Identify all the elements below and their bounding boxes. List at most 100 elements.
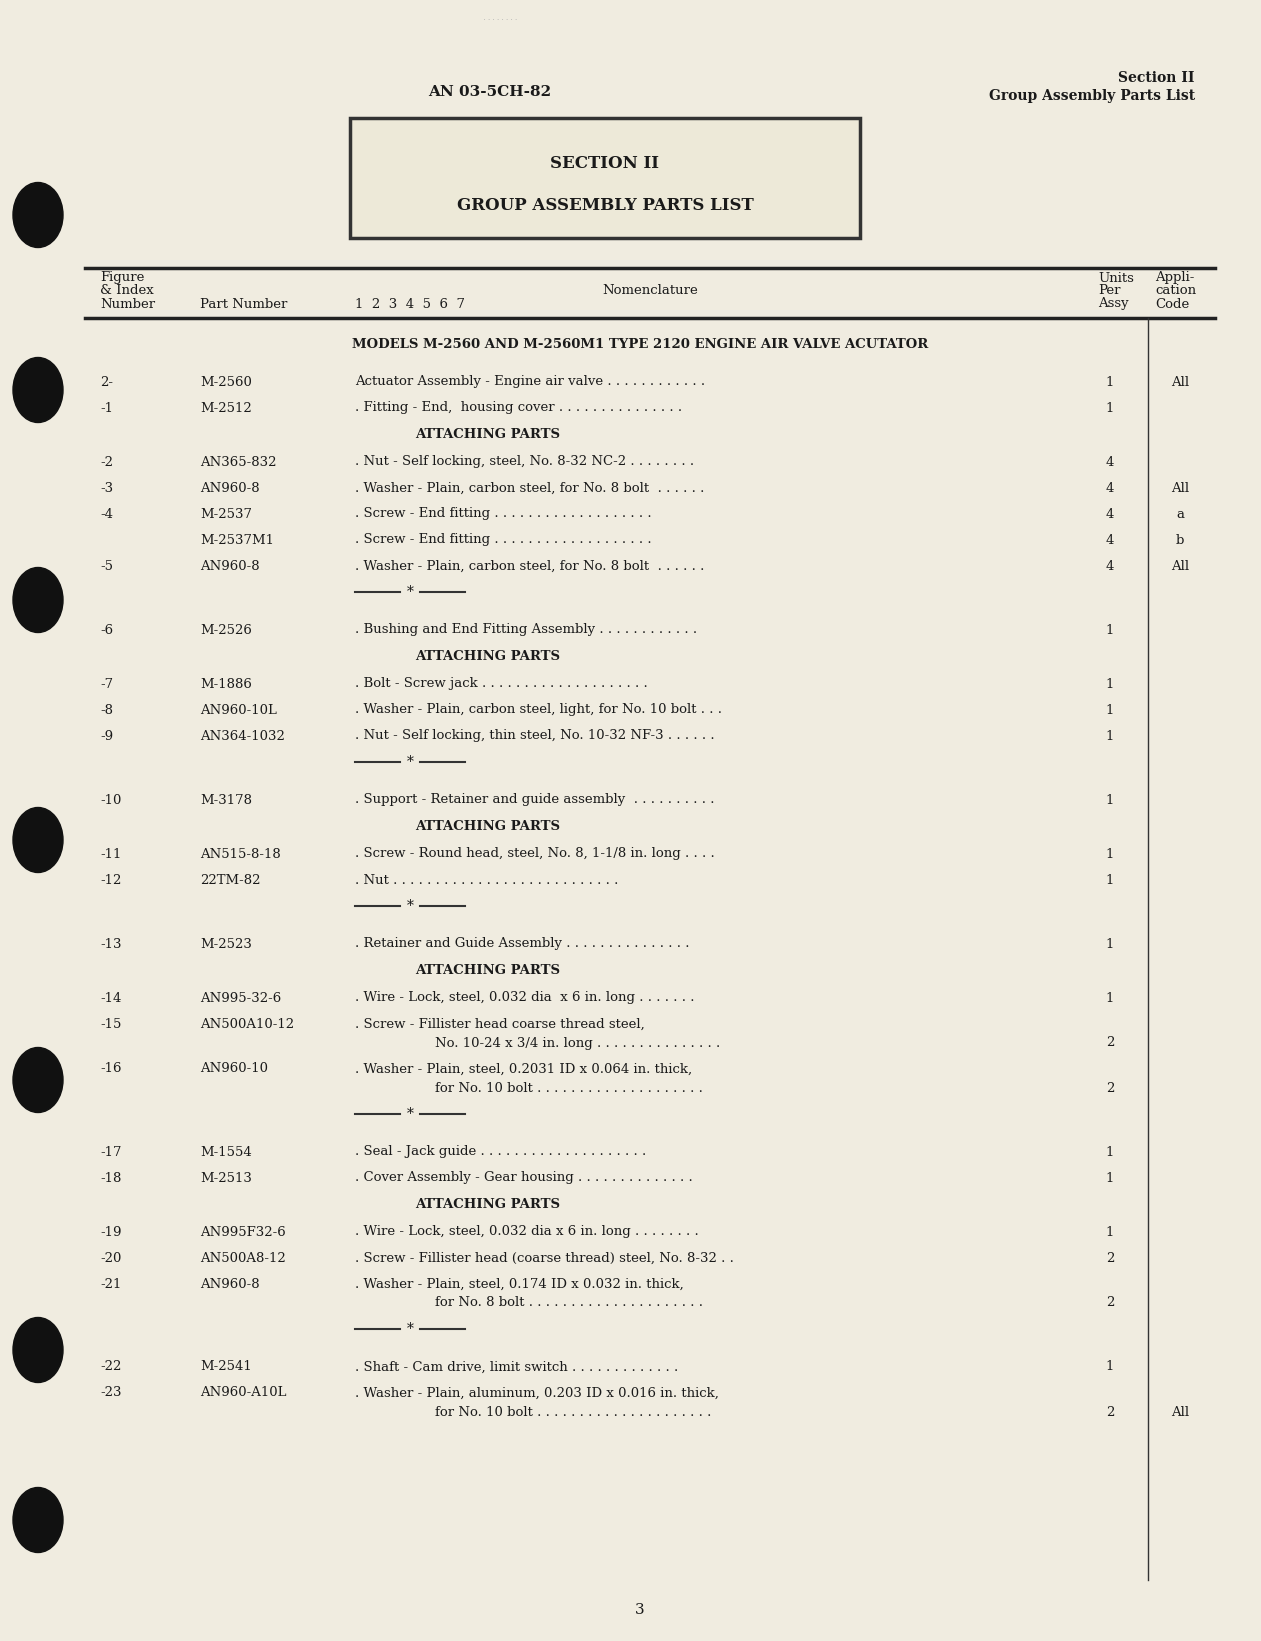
Text: *: *	[406, 755, 414, 770]
Text: . Screw - Fillister head coarse thread steel,: . Screw - Fillister head coarse thread s…	[356, 1017, 644, 1031]
Text: AN960-10: AN960-10	[200, 1062, 269, 1075]
Text: . Retainer and Guide Assembly . . . . . . . . . . . . . . .: . Retainer and Guide Assembly . . . . . …	[356, 937, 690, 950]
Text: ATTACHING PARTS: ATTACHING PARTS	[415, 428, 560, 440]
Text: M-2512: M-2512	[200, 402, 252, 415]
Text: . Wire - Lock, steel, 0.032 dia  x 6 in. long . . . . . . .: . Wire - Lock, steel, 0.032 dia x 6 in. …	[356, 991, 695, 1004]
Text: Group Assembly Parts List: Group Assembly Parts List	[989, 89, 1195, 103]
Text: All: All	[1171, 1405, 1189, 1418]
Text: 4: 4	[1106, 456, 1115, 468]
Text: . Screw - Round head, steel, No. 8, 1-1/8 in. long . . . .: . Screw - Round head, steel, No. 8, 1-1/…	[356, 847, 715, 860]
Text: 2: 2	[1106, 1037, 1115, 1050]
Text: for No. 10 bolt . . . . . . . . . . . . . . . . . . . . .: for No. 10 bolt . . . . . . . . . . . . …	[435, 1405, 711, 1418]
Text: 2: 2	[1106, 1296, 1115, 1310]
Text: -15: -15	[100, 1017, 121, 1031]
Text: . Support - Retainer and guide assembly  . . . . . . . . . .: . Support - Retainer and guide assembly …	[356, 794, 715, 806]
Ellipse shape	[13, 358, 63, 422]
Ellipse shape	[13, 1318, 63, 1382]
Text: -12: -12	[100, 873, 121, 886]
Bar	[351, 118, 860, 238]
Text: -13: -13	[100, 937, 121, 950]
Text: 1: 1	[1106, 937, 1115, 950]
Text: M-3178: M-3178	[200, 794, 252, 806]
Text: Section II: Section II	[1119, 71, 1195, 85]
Text: AN995-32-6: AN995-32-6	[200, 991, 281, 1004]
Text: 1: 1	[1106, 678, 1115, 691]
Text: 4: 4	[1106, 481, 1115, 494]
Text: AN960-8: AN960-8	[200, 560, 260, 573]
Text: -10: -10	[100, 794, 121, 806]
Text: AN960-8: AN960-8	[200, 481, 260, 494]
Text: AN995F32-6: AN995F32-6	[200, 1226, 286, 1239]
Text: Code: Code	[1155, 297, 1189, 310]
Text: -23: -23	[100, 1387, 121, 1400]
Text: cation: cation	[1155, 284, 1197, 297]
Text: 22TM-82: 22TM-82	[200, 873, 261, 886]
Text: . Washer - Plain, aluminum, 0.203 ID x 0.016 in. thick,: . Washer - Plain, aluminum, 0.203 ID x 0…	[356, 1387, 719, 1400]
Text: Nomenclature: Nomenclature	[601, 284, 697, 297]
Text: 1: 1	[1106, 794, 1115, 806]
Text: -2: -2	[100, 456, 113, 468]
Text: AN500A10-12: AN500A10-12	[200, 1017, 294, 1031]
Text: . Washer - Plain, steel, 0.2031 ID x 0.064 in. thick,: . Washer - Plain, steel, 0.2031 ID x 0.0…	[356, 1062, 692, 1075]
Text: 4: 4	[1106, 533, 1115, 546]
Text: *: *	[406, 1108, 414, 1121]
Text: -22: -22	[100, 1360, 121, 1374]
Text: 2: 2	[1106, 1252, 1115, 1265]
Text: a: a	[1177, 507, 1184, 520]
Text: 1: 1	[1106, 1172, 1115, 1185]
Text: -17: -17	[100, 1145, 121, 1159]
Text: -3: -3	[100, 481, 113, 494]
Text: 2-: 2-	[100, 376, 113, 389]
Text: -5: -5	[100, 560, 113, 573]
Text: M-2523: M-2523	[200, 937, 252, 950]
Text: . Washer - Plain, carbon steel, light, for No. 10 bolt . . .: . Washer - Plain, carbon steel, light, f…	[356, 704, 723, 717]
Text: M-2560: M-2560	[200, 376, 252, 389]
Text: -7: -7	[100, 678, 113, 691]
Text: All: All	[1171, 376, 1189, 389]
Text: -18: -18	[100, 1172, 121, 1185]
Text: Assy: Assy	[1098, 297, 1129, 310]
Text: AN 03-5CH-82: AN 03-5CH-82	[429, 85, 551, 98]
Text: . Shaft - Cam drive, limit switch . . . . . . . . . . . . .: . Shaft - Cam drive, limit switch . . . …	[356, 1360, 678, 1374]
Text: 1: 1	[1106, 730, 1115, 742]
Text: · · · · · · · ·: · · · · · · · ·	[479, 16, 521, 25]
Text: 1: 1	[1106, 1145, 1115, 1159]
Text: & Index: & Index	[100, 284, 154, 297]
Text: -4: -4	[100, 507, 113, 520]
Text: Part Number: Part Number	[200, 297, 288, 310]
Text: *: *	[406, 899, 414, 912]
Text: Actuator Assembly - Engine air valve . . . . . . . . . . . .: Actuator Assembly - Engine air valve . .…	[356, 376, 705, 389]
Text: . Fitting - End,  housing cover . . . . . . . . . . . . . . .: . Fitting - End, housing cover . . . . .…	[356, 402, 682, 415]
Text: . Washer - Plain, steel, 0.174 ID x 0.032 in. thick,: . Washer - Plain, steel, 0.174 ID x 0.03…	[356, 1277, 683, 1290]
Text: -8: -8	[100, 704, 113, 717]
Text: for No. 10 bolt . . . . . . . . . . . . . . . . . . . .: for No. 10 bolt . . . . . . . . . . . . …	[435, 1081, 702, 1095]
Text: 1: 1	[1106, 376, 1115, 389]
Ellipse shape	[13, 1487, 63, 1552]
Text: ATTACHING PARTS: ATTACHING PARTS	[415, 1198, 560, 1211]
Text: M-2537: M-2537	[200, 507, 252, 520]
Text: Appli-: Appli-	[1155, 271, 1194, 284]
Text: . Nut . . . . . . . . . . . . . . . . . . . . . . . . . . .: . Nut . . . . . . . . . . . . . . . . . …	[356, 873, 618, 886]
Text: . Seal - Jack guide . . . . . . . . . . . . . . . . . . . .: . Seal - Jack guide . . . . . . . . . . …	[356, 1145, 646, 1159]
Text: M-2541: M-2541	[200, 1360, 252, 1374]
Text: 1: 1	[1106, 873, 1115, 886]
Text: No. 10-24 x 3/4 in. long . . . . . . . . . . . . . . .: No. 10-24 x 3/4 in. long . . . . . . . .…	[435, 1037, 720, 1050]
Text: AN960-10L: AN960-10L	[200, 704, 277, 717]
Text: *: *	[406, 584, 414, 599]
Text: for No. 8 bolt . . . . . . . . . . . . . . . . . . . . .: for No. 8 bolt . . . . . . . . . . . . .…	[435, 1296, 702, 1310]
Text: -19: -19	[100, 1226, 121, 1239]
Text: 4: 4	[1106, 507, 1115, 520]
Text: . Bushing and End Fitting Assembly . . . . . . . . . . . .: . Bushing and End Fitting Assembly . . .…	[356, 624, 697, 637]
Text: -21: -21	[100, 1277, 121, 1290]
Text: . Washer - Plain, carbon steel, for No. 8 bolt  . . . . . .: . Washer - Plain, carbon steel, for No. …	[356, 481, 705, 494]
Text: GROUP ASSEMBLY PARTS LIST: GROUP ASSEMBLY PARTS LIST	[456, 197, 753, 215]
Text: -6: -6	[100, 624, 113, 637]
Text: AN960-A10L: AN960-A10L	[200, 1387, 286, 1400]
Text: 4: 4	[1106, 560, 1115, 573]
Text: Figure: Figure	[100, 271, 144, 284]
Text: 1: 1	[1106, 847, 1115, 860]
Text: ATTACHING PARTS: ATTACHING PARTS	[415, 819, 560, 832]
Text: AN364-1032: AN364-1032	[200, 730, 285, 742]
Text: *: *	[406, 1323, 414, 1336]
Text: SECTION II: SECTION II	[551, 154, 660, 172]
